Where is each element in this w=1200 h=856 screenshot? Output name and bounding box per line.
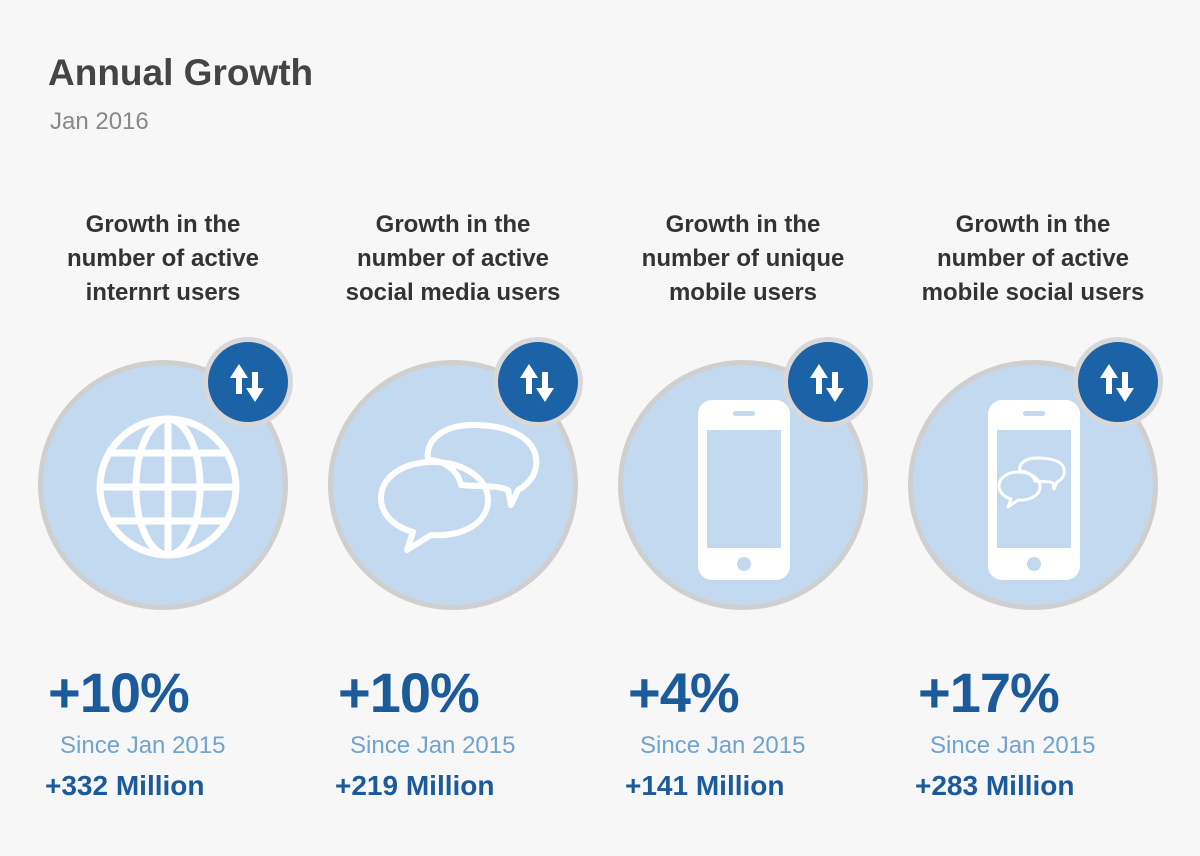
page-subtitle: Jan 2016 [50, 108, 149, 135]
up-down-arrows-icon [1100, 364, 1134, 402]
since-label: Since Jan 2015 [930, 732, 1096, 759]
growth-percent: +10% [338, 661, 480, 724]
since-label: Since Jan 2015 [640, 732, 806, 759]
smartphone-icon [698, 400, 790, 580]
growth-count: +141 Million [625, 770, 785, 801]
stat-heading: Growth in the number of active social me… [345, 211, 561, 306]
up-down-arrows-icon [810, 364, 844, 402]
growth-percent: +17% [918, 661, 1060, 724]
stat-heading: Growth in the number of unique mobile us… [641, 211, 845, 306]
globe-icon [96, 415, 240, 559]
up-down-arrows-icon [520, 364, 554, 402]
trend-badge [1073, 337, 1163, 427]
stat-circle [38, 360, 288, 610]
trend-badge [203, 337, 293, 427]
since-label: Since Jan 2015 [60, 732, 226, 759]
since-label: Since Jan 2015 [350, 732, 516, 759]
growth-count: +283 Million [915, 770, 1075, 801]
trend-badge [783, 337, 873, 427]
stat-circle [328, 360, 578, 610]
stat-card-internet-users: Growth in the number of active internrt … [18, 0, 308, 856]
stat-card-social-media-users: Growth in the number of active social me… [308, 0, 598, 856]
stat-heading: Growth in the number of active mobile so… [921, 211, 1145, 306]
growth-percent: +10% [48, 661, 190, 724]
page-title: Annual Growth [48, 52, 314, 93]
smartphone-chat-icon [988, 400, 1080, 580]
stat-card-mobile-users: Growth in the number of unique mobile us… [598, 0, 888, 856]
stat-circle [618, 360, 868, 610]
chat-bubbles-icon [378, 422, 540, 553]
stat-card-mobile-social-users: Growth in the number of active mobile so… [888, 0, 1178, 856]
growth-count: +332 Million [45, 770, 205, 801]
growth-count: +219 Million [335, 770, 495, 801]
up-down-arrows-icon [230, 364, 264, 402]
growth-percent: +4% [628, 661, 740, 724]
trend-badge [493, 337, 583, 427]
stat-heading: Growth in the number of active internrt … [66, 211, 260, 306]
